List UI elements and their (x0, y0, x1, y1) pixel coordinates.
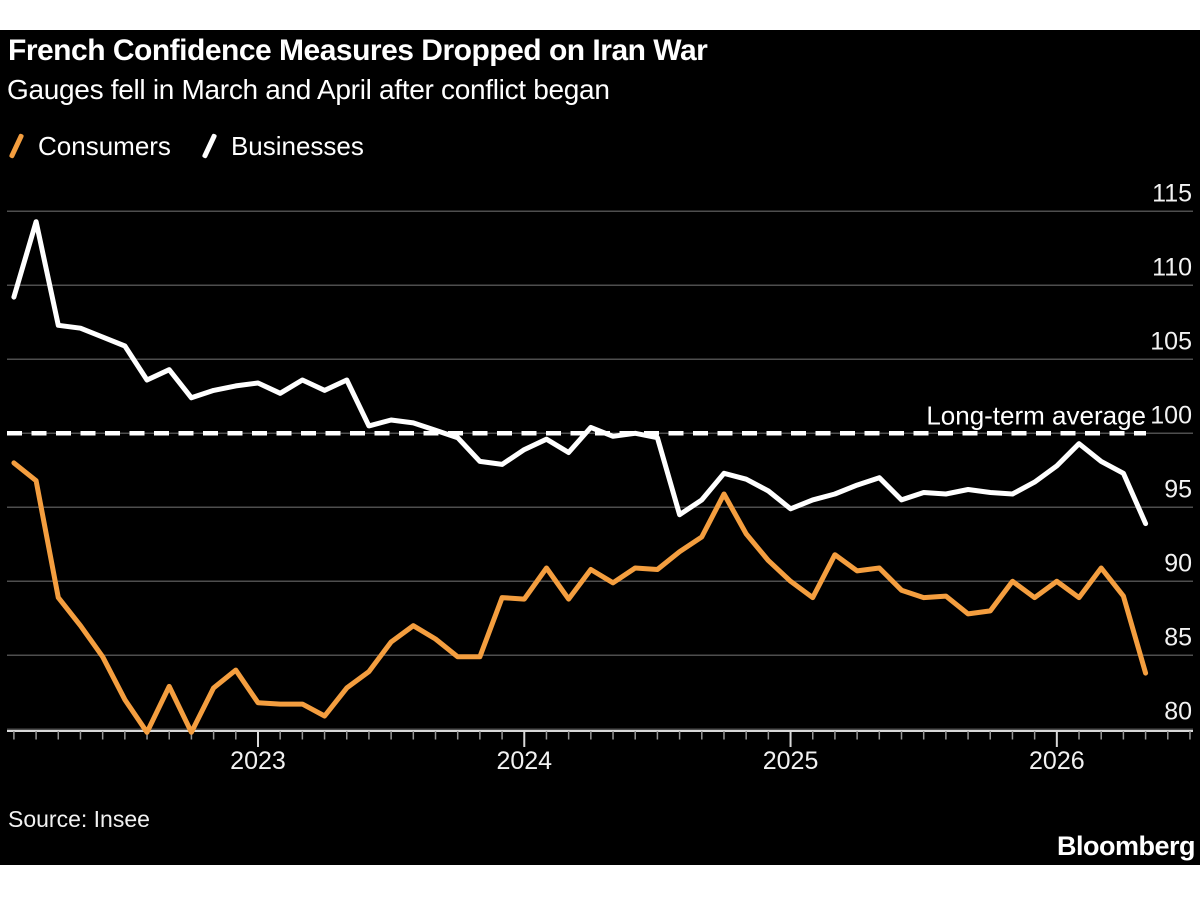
y-tick-label: 105 (1150, 327, 1192, 355)
y-tick-label: 95 (1164, 475, 1192, 503)
chart-subtitle: Gauges fell in March and April after con… (7, 74, 610, 105)
legend-label-consumers: Consumers (38, 130, 171, 161)
x-year-label: 2026 (1029, 747, 1085, 775)
legend-item-consumers: Consumers (6, 131, 171, 162)
y-tick-label: 85 (1164, 623, 1192, 651)
x-year-label: 2025 (763, 747, 819, 775)
legend: Consumers Businesses (6, 130, 392, 162)
y-tick-label: 110 (1152, 253, 1192, 281)
long-term-average-label: Long-term average (926, 400, 1146, 430)
x-year-label: 2024 (496, 747, 552, 775)
x-year-label: 2023 (230, 747, 286, 775)
businesses-line-icon (199, 132, 219, 160)
y-tick-label: 115 (1152, 179, 1192, 207)
series-line-businesses (11, 219, 1149, 527)
series-line-consumers (11, 460, 1149, 735)
legend-item-businesses: Businesses (199, 131, 364, 162)
bloomberg-logo: Bloomberg (1056, 831, 1196, 861)
chart-title: French Confidence Measures Dropped on Ir… (8, 34, 708, 67)
y-tick-label: 100 (1150, 401, 1192, 429)
y-tick-label: 90 (1164, 549, 1192, 577)
consumers-line-icon (6, 132, 26, 160)
legend-label-businesses: Businesses (230, 130, 364, 161)
chart-card: 115 110 105 100 95 90 85 80 2023 2024 2025 2026 Long… (0, 30, 1200, 865)
chart-svg: 115 110 105 100 95 90 85 80 2023 2024 2025 2026 Long… (7, 179, 1193, 775)
y-tick-label: 80 (1164, 697, 1192, 725)
source-text: Source: Insee (8, 806, 150, 832)
